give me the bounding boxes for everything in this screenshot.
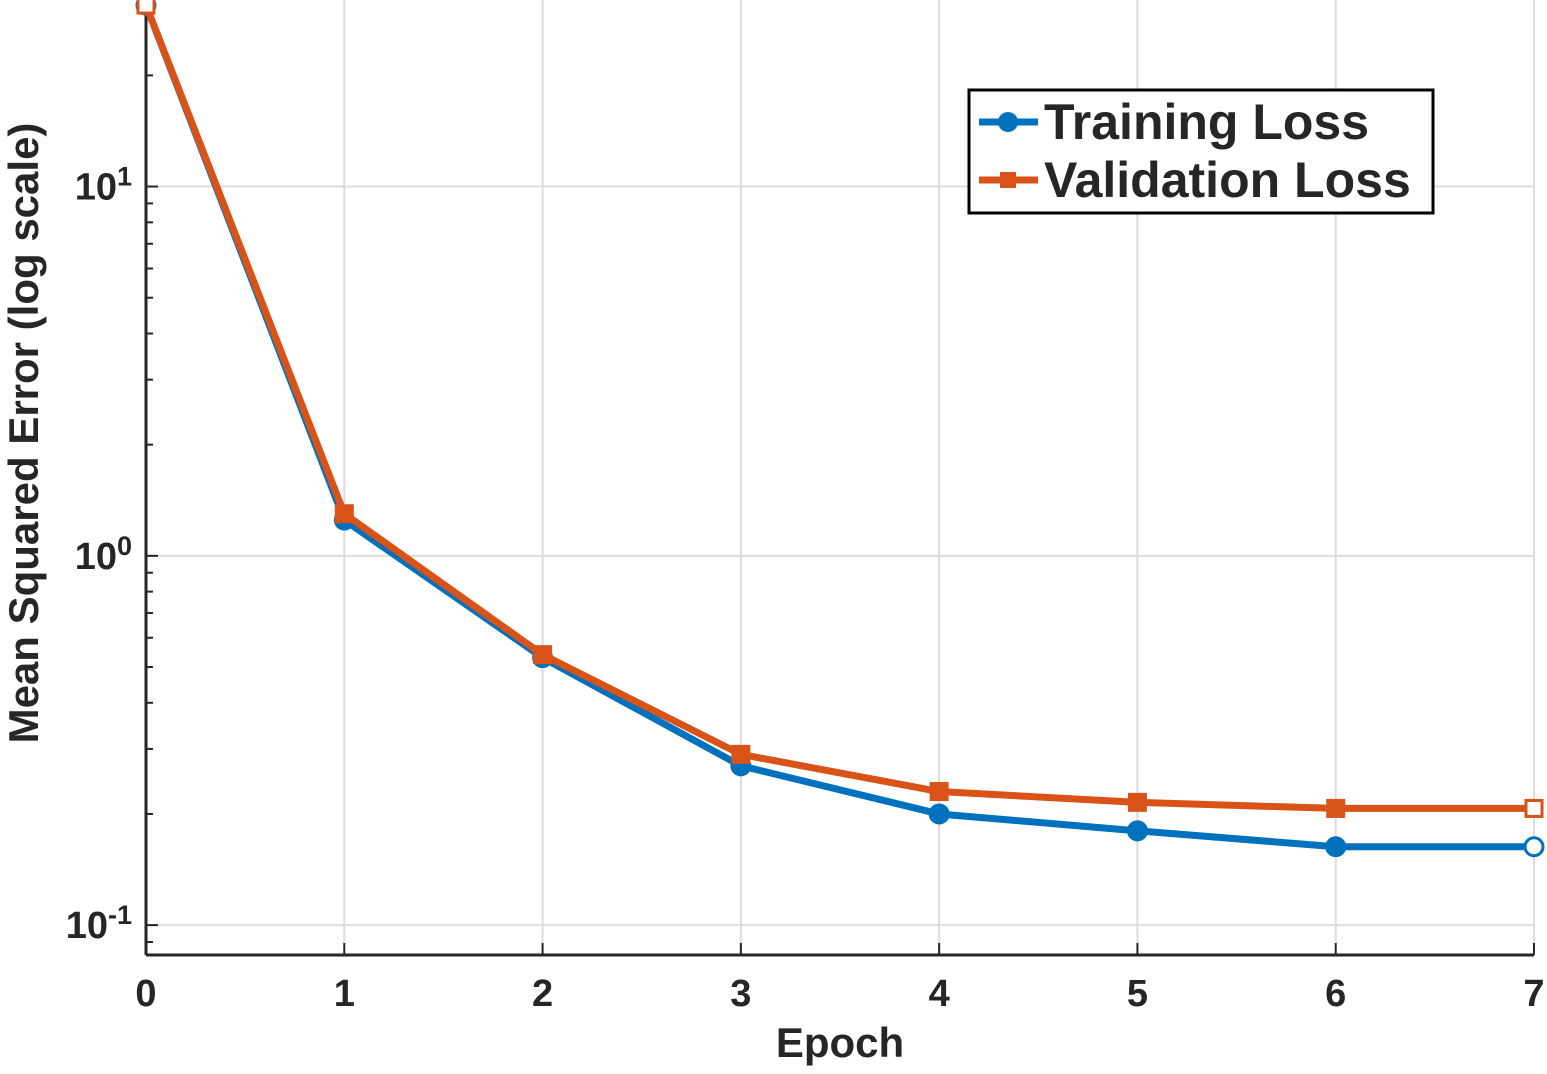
y-axis-label: Mean Squared Error (log scale) <box>0 123 47 744</box>
legend-label: Validation Loss <box>1044 152 1411 208</box>
x-tick-label: 2 <box>532 973 553 1015</box>
x-tick-label: 7 <box>1523 973 1544 1015</box>
legend-marker-circle <box>998 112 1018 132</box>
y-tick-label: 100 <box>75 531 132 578</box>
y-tick-label: 10-1 <box>66 900 132 947</box>
x-tick-label: 0 <box>135 973 156 1015</box>
training-loss-point <box>1126 820 1148 842</box>
x-tick-label: 4 <box>929 973 950 1015</box>
validation-loss-point <box>1326 798 1346 818</box>
x-tick-label: 3 <box>730 973 751 1015</box>
validation-loss-point <box>1524 798 1544 818</box>
series <box>135 0 1545 858</box>
x-tick-label: 1 <box>334 973 355 1015</box>
x-tick-label: 5 <box>1127 973 1148 1015</box>
y-tick-base: 10 <box>75 536 117 578</box>
validation-loss-point <box>533 645 553 665</box>
labels: Epoch Mean Squared Error (log scale) <box>0 123 904 1066</box>
validation-loss-point <box>136 0 156 15</box>
validation-loss-point <box>1127 792 1147 812</box>
y-tick-exponent: 0 <box>117 531 132 561</box>
training-loss-point <box>928 803 950 825</box>
training-loss-point <box>1523 836 1545 858</box>
validation-loss-point <box>929 782 949 802</box>
y-tick-base: 10 <box>75 167 117 209</box>
y-tick-label: 101 <box>75 162 132 209</box>
series-line-training-loss <box>142 3 1534 851</box>
y-tick-exponent: 1 <box>117 162 132 192</box>
x-axis-label: Epoch <box>776 1019 904 1066</box>
x-tick-label: 6 <box>1325 973 1346 1015</box>
legend-marker-square <box>1000 172 1016 188</box>
validation-loss-point <box>334 504 354 524</box>
training-loss-point <box>1325 836 1347 858</box>
series-line-validation-loss <box>142 3 1534 812</box>
y-tick-base: 10 <box>66 905 108 947</box>
legend-label: Training Loss <box>1044 94 1369 150</box>
legend-box <box>967 88 1435 215</box>
validation-loss-point <box>731 744 751 764</box>
y-tick-exponent: -1 <box>108 900 132 930</box>
